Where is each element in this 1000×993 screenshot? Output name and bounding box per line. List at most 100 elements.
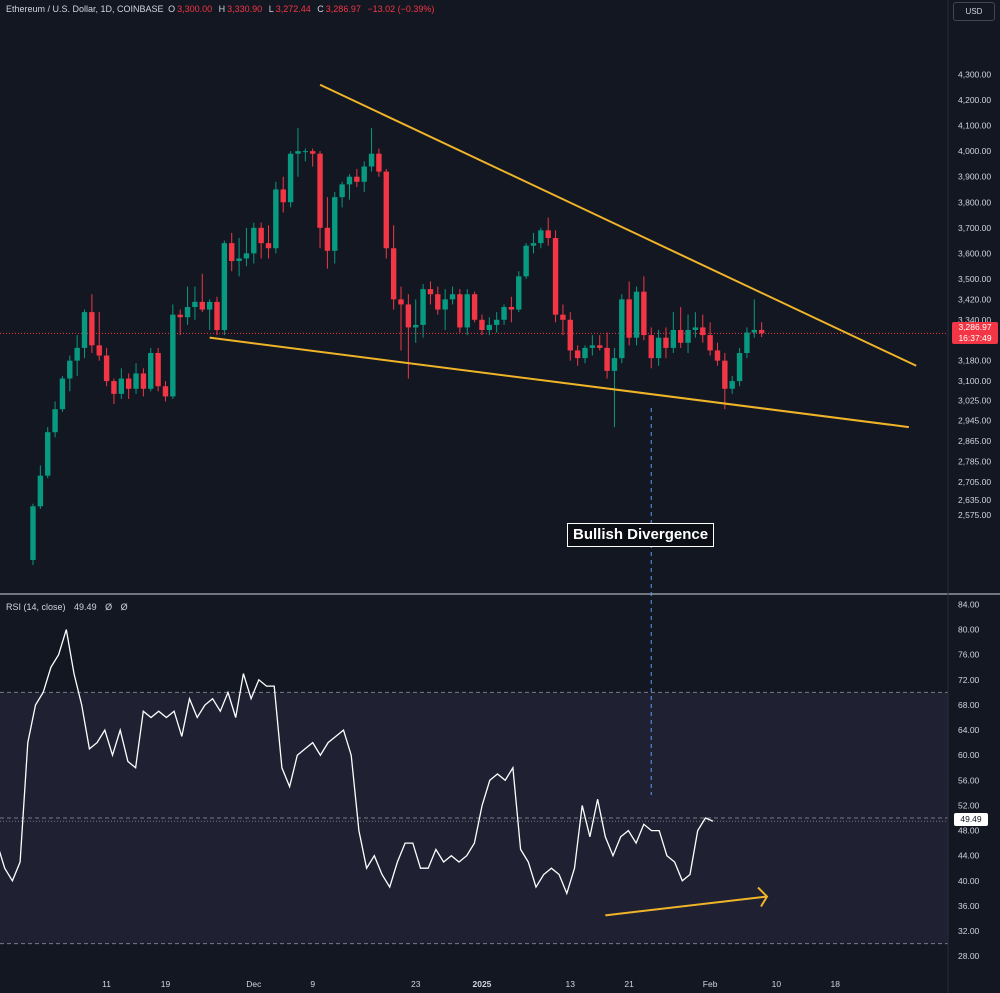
price-tick-label: 3,340.00 xyxy=(958,315,991,325)
time-tick-label: 2025 xyxy=(472,979,491,989)
price-tick-label: 3,500.00 xyxy=(958,274,991,284)
candle-body xyxy=(148,352,154,389)
candle-body xyxy=(751,330,757,333)
candle-body xyxy=(133,373,139,389)
candle-body xyxy=(722,360,728,389)
candle-body xyxy=(758,330,765,334)
candle-body xyxy=(67,360,73,379)
candle-body xyxy=(302,151,309,153)
candle-body xyxy=(493,319,500,325)
price-tick-label: 3,100.00 xyxy=(958,376,991,386)
time-tick-label: 11 xyxy=(102,979,111,989)
candle-body xyxy=(604,347,610,371)
symbol-title[interactable]: Ethereum / U.S. Dollar, 1D, COINBASE xyxy=(6,4,164,14)
candle-body xyxy=(413,324,419,328)
candle-body xyxy=(170,314,176,397)
trendline-drawings[interactable] xyxy=(209,83,917,429)
time-tick-label: Dec xyxy=(246,979,262,989)
candle-body xyxy=(523,245,529,277)
candle-body xyxy=(449,294,456,300)
rsi-tick-label: 84.00 xyxy=(958,599,980,609)
candle-body xyxy=(177,314,183,318)
candle-body xyxy=(560,314,566,320)
candle-body xyxy=(457,294,463,328)
rsi-overbought-oversold-band xyxy=(0,692,948,944)
candle-body xyxy=(619,299,625,359)
candle-body xyxy=(332,197,338,251)
candle-body xyxy=(582,347,588,359)
trendline-lower[interactable] xyxy=(209,336,909,429)
candle-body xyxy=(184,307,191,318)
candle-body xyxy=(52,409,58,433)
rsi-legend-extra-1: Ø xyxy=(105,602,113,612)
candle-body xyxy=(199,301,205,310)
time-tick-label: 9 xyxy=(310,979,315,989)
candle-body xyxy=(471,294,478,320)
candle-body xyxy=(339,184,345,198)
candle-body xyxy=(692,327,699,330)
rsi-indicator-title[interactable]: RSI (14, close) xyxy=(6,602,66,612)
candle-body xyxy=(96,345,102,356)
candlestick-series xyxy=(30,128,765,566)
rsi-tick-label: 48.00 xyxy=(958,826,980,836)
candle-body xyxy=(89,312,95,346)
price-tick-label: 3,420.00 xyxy=(958,294,991,304)
price-tick-label: 4,000.00 xyxy=(958,146,991,156)
candle-body xyxy=(376,153,382,172)
candle-body xyxy=(685,330,691,343)
time-tick-label: 10 xyxy=(772,979,782,989)
candle-body xyxy=(530,243,537,246)
arrow-shaft[interactable] xyxy=(605,895,768,917)
last-price-value: 3,286.97 xyxy=(958,322,992,332)
price-tick-label: 3,900.00 xyxy=(958,172,991,182)
candle-body xyxy=(420,289,426,325)
candle-body xyxy=(221,243,228,330)
rsi-tick-label: 80.00 xyxy=(958,625,980,635)
candle-body xyxy=(655,337,662,359)
candle-body xyxy=(59,378,66,410)
rsi-legend-extra-2: Ø xyxy=(120,602,128,612)
candle-body xyxy=(192,301,198,308)
open-label: O xyxy=(168,4,176,14)
symbol-legend: Ethereum / U.S. Dollar, 1D, COINBASE O 3,… xyxy=(6,4,438,14)
candle-body xyxy=(243,253,250,259)
trendline-upper[interactable] xyxy=(319,83,917,367)
rsi-value-tag: 49.49 xyxy=(954,813,988,826)
rsi-tick-label: 72.00 xyxy=(958,675,980,685)
close-label: C xyxy=(317,4,324,14)
candle-body xyxy=(118,378,125,394)
rsi-divergence-arrow[interactable] xyxy=(605,886,769,917)
candle-body xyxy=(324,227,331,251)
bullish-divergence-label[interactable]: Bullish Divergence xyxy=(567,523,715,547)
price-tick-label: 3,800.00 xyxy=(958,197,991,207)
candle-body xyxy=(74,347,80,361)
change-value: −13.02 (−0.39%) xyxy=(367,4,435,14)
candle-body xyxy=(567,319,573,351)
price-tick-label: 4,200.00 xyxy=(958,95,991,105)
time-tick-label: 18 xyxy=(831,979,841,989)
rsi-legend-value: 49.49 xyxy=(74,602,97,612)
time-axis[interactable]: 11 19 Dec 9 23 2025 13 21 Feb 10 18 xyxy=(102,979,840,989)
price-tick-label: 3,600.00 xyxy=(958,248,991,258)
candle-body xyxy=(501,307,507,320)
price-tick-label: 3,025.00 xyxy=(958,395,991,405)
price-tick-label: 2,785.00 xyxy=(958,457,991,467)
currency-button[interactable]: USD xyxy=(953,2,995,21)
rsi-axis[interactable]: 84.00 80.00 76.00 72.00 68.00 64.00 60.00 56.00… xyxy=(958,599,980,961)
last-price-tag: 3,286.97 16:37:49 xyxy=(952,322,998,344)
rsi-tick-label: 56.00 xyxy=(958,775,980,785)
candle-body xyxy=(508,307,515,310)
candle-body xyxy=(103,355,110,382)
candle-body xyxy=(648,335,654,359)
candle-body xyxy=(435,294,441,310)
candle-body xyxy=(37,475,44,507)
candle-body xyxy=(538,230,544,244)
high-value: 3,330.90 xyxy=(227,4,263,14)
candle-body xyxy=(398,299,404,305)
price-axis[interactable]: 4,300.00 4,200.00 4,100.00 4,000.00 3,900.00… xyxy=(958,70,991,521)
rsi-tick-label: 40.00 xyxy=(958,876,980,886)
close-value: 3,286.97 xyxy=(325,4,361,14)
candle-body xyxy=(464,294,470,328)
rsi-tick-label: 52.00 xyxy=(958,800,980,810)
